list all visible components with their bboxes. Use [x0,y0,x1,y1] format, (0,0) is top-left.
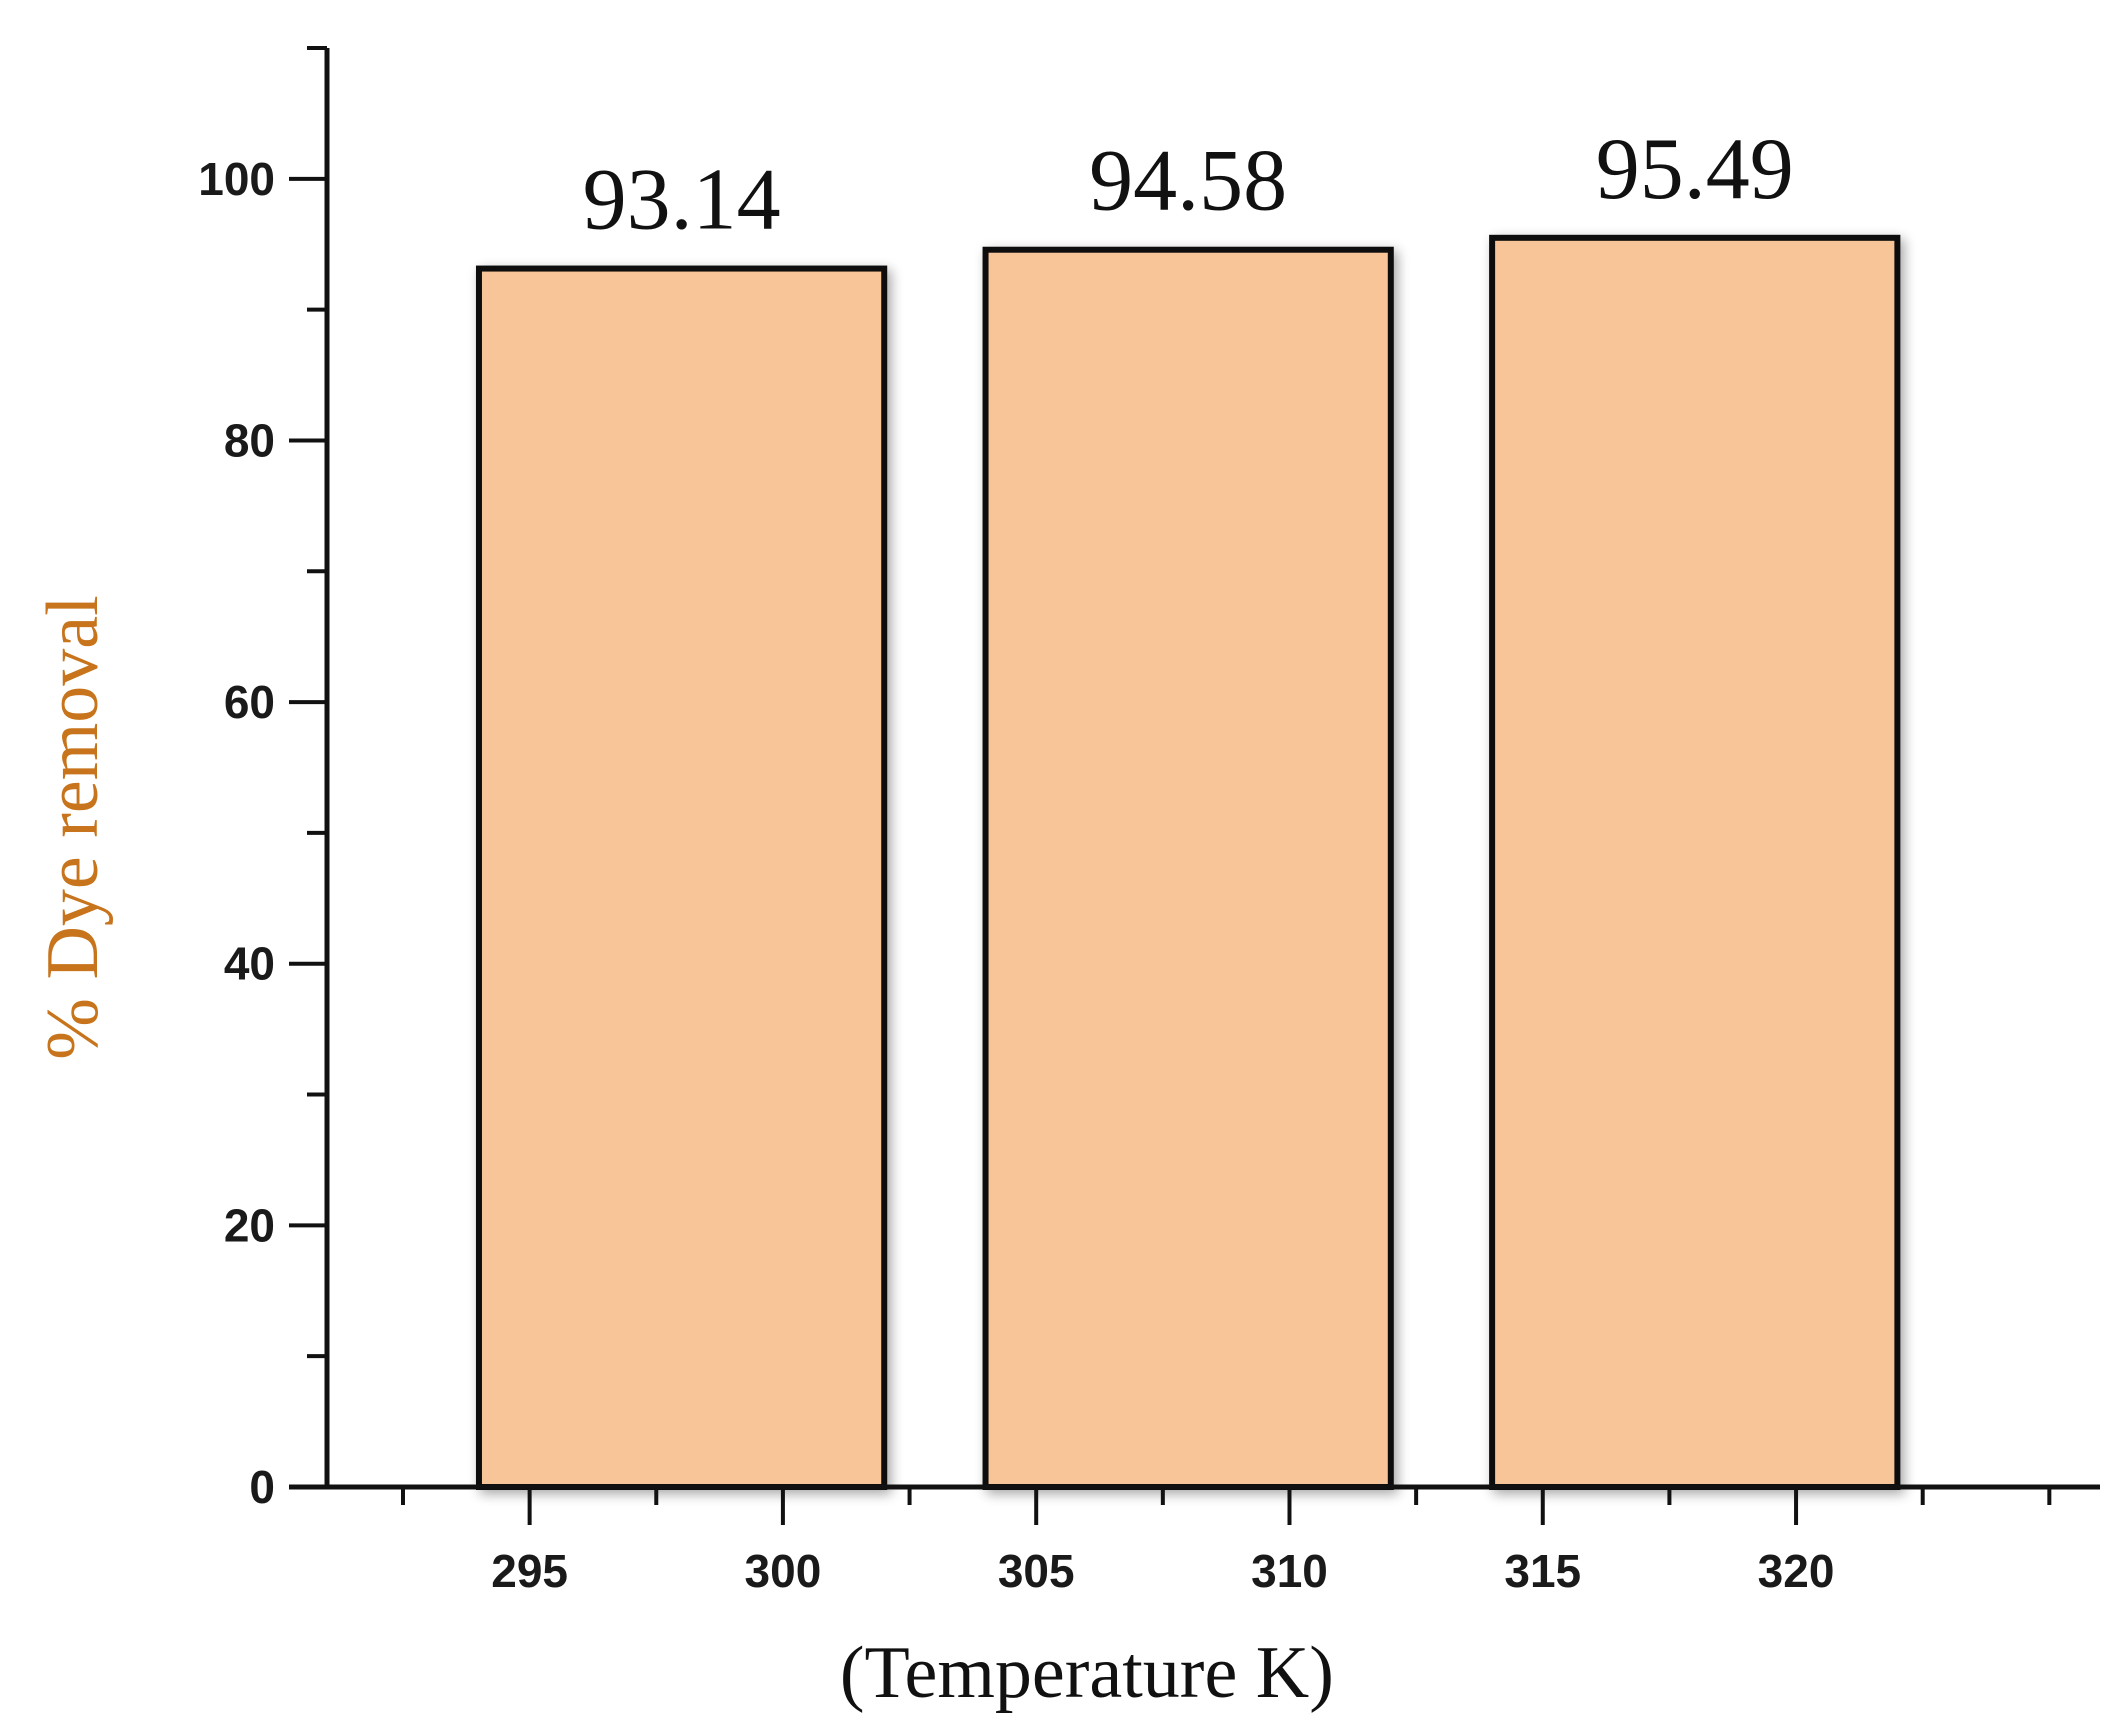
x-tick-label: 320 [1758,1545,1835,1597]
y-tick-label: 60 [224,676,275,728]
data-label-3: 95.49 [1596,121,1794,218]
y-tick-label: 0 [249,1461,275,1513]
data-label-2: 94.58 [1089,133,1287,230]
y-tick-label: 40 [224,938,275,990]
y-axis-title: % Dye removal [32,595,114,1059]
axes-group: 0 20 40 60 80 100 295 300 305 310 315 320 [198,46,2100,1597]
x-tick-label: 295 [491,1545,568,1597]
bar-3 [1489,234,1901,1491]
x-tick-label: 310 [1251,1545,1328,1597]
y-tick-label: 80 [224,414,275,466]
labels-group: 93.14 94.58 95.49 [583,121,1794,249]
x-axis-title: (Temperature K) [840,1632,1334,1714]
bars-group [475,234,1901,1491]
x-tick-label: 300 [745,1545,822,1597]
x-tick-label: 315 [1504,1545,1581,1597]
data-label-1: 93.14 [583,152,781,249]
y-tick-label: 20 [224,1199,275,1251]
x-tick-label: 305 [998,1545,1075,1597]
bar-1 [475,265,888,1490]
y-tick-label: 100 [198,153,275,205]
bar-2 [982,246,1394,1490]
